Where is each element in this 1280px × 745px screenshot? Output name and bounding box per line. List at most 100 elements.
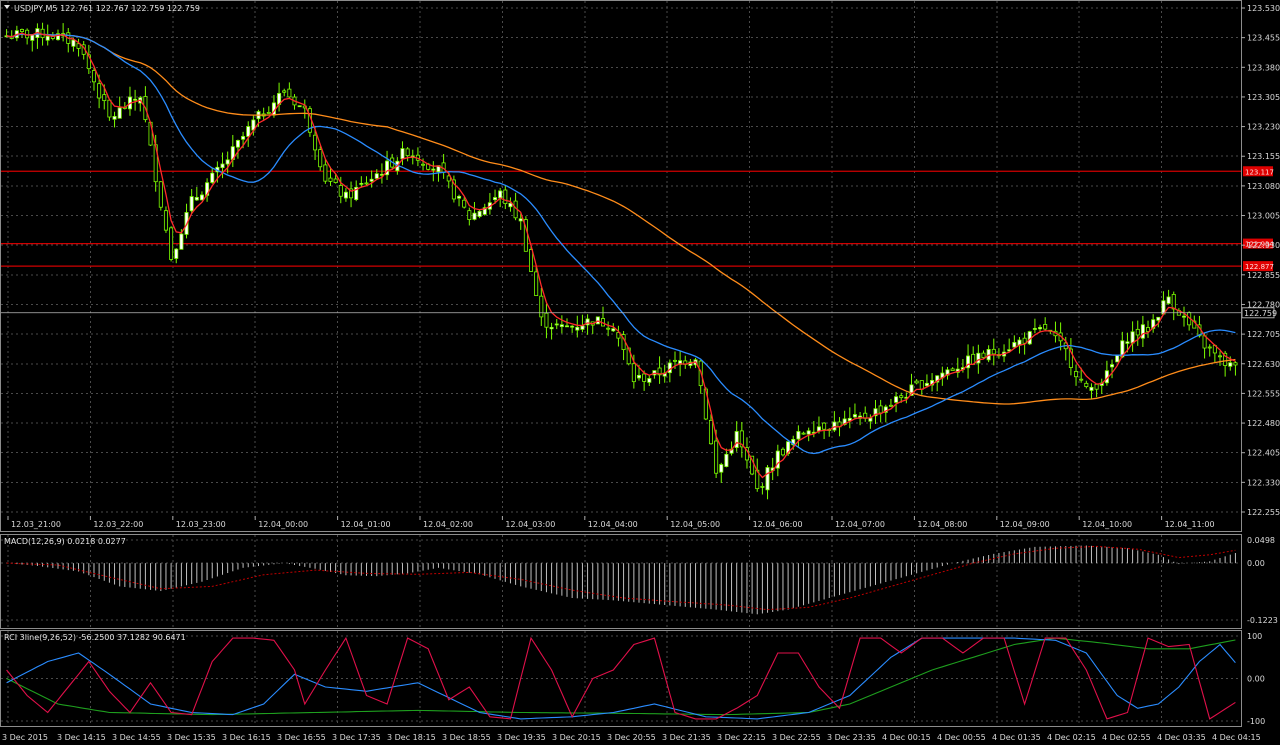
candle-body — [1110, 364, 1115, 368]
bottom-date-axis: 3 Dec 2015 3 Dec 14:15 3 Dec 14:55 3 Dec 15… — [2, 733, 1261, 742]
rci-grid — [1, 631, 1241, 726]
bottom-date-label: 3 Dec 16:15 — [222, 733, 271, 742]
candle-body — [847, 417, 852, 422]
candle-body — [117, 107, 122, 119]
candle-body — [1130, 331, 1135, 344]
candle-body — [174, 248, 179, 259]
bottom-date-label: 4 Dec 02:15 — [1047, 733, 1096, 742]
candle-body — [714, 440, 719, 474]
candle-body — [914, 380, 919, 384]
candle-body — [102, 94, 107, 102]
candle-body — [1135, 328, 1140, 336]
moving-averages — [6, 31, 1236, 479]
price-tick-label: 122.630 — [1247, 360, 1280, 369]
bottom-date-label: 3 Dec 20:55 — [607, 733, 656, 742]
candle-body — [878, 405, 883, 414]
horizontal-line-label-bg — [1243, 238, 1273, 249]
dropdown-triangle-icon[interactable] — [4, 5, 10, 9]
candle-body — [133, 98, 138, 101]
candle-body — [1022, 337, 1027, 344]
candle-body — [544, 312, 549, 328]
bottom-date-label: 3 Dec 21:35 — [662, 733, 711, 742]
candle-body — [539, 295, 544, 318]
candle-body — [323, 164, 328, 182]
bottom-date-label: 3 Dec 23:35 — [827, 733, 876, 742]
candle-body — [225, 159, 230, 165]
candle-body — [518, 218, 523, 222]
candle-body — [606, 327, 611, 330]
price-tick-label: 123.155 — [1247, 152, 1280, 161]
candle-body — [1074, 371, 1079, 378]
candle-body — [421, 163, 426, 166]
candle-body — [1171, 294, 1176, 310]
candle-body — [1068, 348, 1073, 368]
time-tick-label: 12.04_10:00 — [1082, 520, 1132, 529]
chart-symbol-header: USDJPY,M5 122.761 122.767 122.759 122.75… — [14, 4, 200, 13]
bottom-date-label: 3 Dec 18:55 — [442, 733, 491, 742]
candle-body — [457, 195, 462, 199]
ma-slow-line — [6, 33, 1236, 405]
macd-panel[interactable]: 0.0498 0.00 -0.1223 MACD(12,26,9) 0.0218 0… — [0, 534, 1278, 629]
time-tick-label: 12.03_21:00 — [11, 520, 61, 529]
candle-body — [359, 183, 364, 185]
price-tick-label: 122.405 — [1247, 449, 1280, 458]
time-tick-label: 12.04_00:00 — [258, 520, 308, 529]
candle-body — [642, 373, 647, 382]
bottom-date-label: 3 Dec 14:55 — [112, 733, 161, 742]
candle-body — [739, 430, 744, 448]
time-tick-label: 12.04_11:00 — [1165, 520, 1215, 529]
candle-body — [924, 382, 929, 387]
candle-body — [158, 181, 163, 208]
candle-body — [97, 83, 102, 99]
price-tick-label: 123.005 — [1247, 212, 1280, 221]
candle-body — [374, 173, 379, 179]
rci-axis: 100 0.00 -100 — [1247, 632, 1265, 726]
price-tick-label: 122.855 — [1247, 271, 1280, 280]
macd-tick-label: 0.0498 — [1247, 536, 1275, 545]
candle-body — [400, 148, 405, 160]
horizontal-line-label: 123.117 — [1245, 168, 1274, 176]
candle-body — [760, 485, 765, 488]
time-tick-label: 12.03_22:00 — [93, 520, 143, 529]
candle-body — [446, 175, 451, 182]
candle-body — [919, 380, 924, 390]
candle-body — [1115, 354, 1120, 363]
bottom-date-label: 3 Dec 19:35 — [497, 733, 546, 742]
bottom-date-label: 4 Dec 00:15 — [882, 733, 931, 742]
price-tick-label: 123.530 — [1247, 4, 1280, 13]
candle-body — [1038, 327, 1043, 330]
candle-body — [462, 199, 467, 208]
candle-body — [431, 168, 436, 171]
bottom-date-label: 3 Dec 16:55 — [277, 733, 326, 742]
candle-body — [1146, 327, 1151, 332]
candle-body — [883, 406, 888, 413]
price-tick-label: 122.930 — [1247, 241, 1280, 250]
price-tick-label: 123.380 — [1247, 63, 1280, 72]
macd-tick-label: 0.00 — [1247, 559, 1265, 568]
candle-body — [112, 116, 117, 120]
candle-body — [636, 374, 641, 379]
horizontal-line-label: 122.877 — [1245, 263, 1274, 271]
ma-fast-line — [6, 31, 1236, 479]
candle-body — [529, 249, 534, 272]
candle-body — [1207, 346, 1212, 349]
price-tick-label: 122.705 — [1247, 330, 1280, 339]
rci-line — [6, 636, 1236, 720]
bottom-date-label: 4 Dec 00:55 — [937, 733, 986, 742]
bottom-date-label: 3 Dec 14:15 — [57, 733, 106, 742]
price-tick-label: 122.330 — [1247, 478, 1280, 487]
candle-body — [950, 368, 955, 372]
macd-histogram — [11, 545, 1236, 615]
horizontal-lines[interactable]: 123.117 122.934 122.877 — [1, 166, 1274, 272]
candle-body — [672, 359, 677, 362]
candle-body — [559, 324, 564, 327]
candle-body — [241, 136, 246, 140]
rci-panel[interactable]: 100 0.00 -100 RCI 3line(9,26,52) -56.2500 … — [0, 630, 1266, 727]
current-price-label: 122.759 — [1244, 309, 1277, 318]
candle-body — [734, 431, 739, 448]
candlesticks — [4, 22, 1238, 500]
bottom-date-label: 3 Dec 2015 — [2, 733, 48, 742]
candle-body — [477, 210, 482, 217]
